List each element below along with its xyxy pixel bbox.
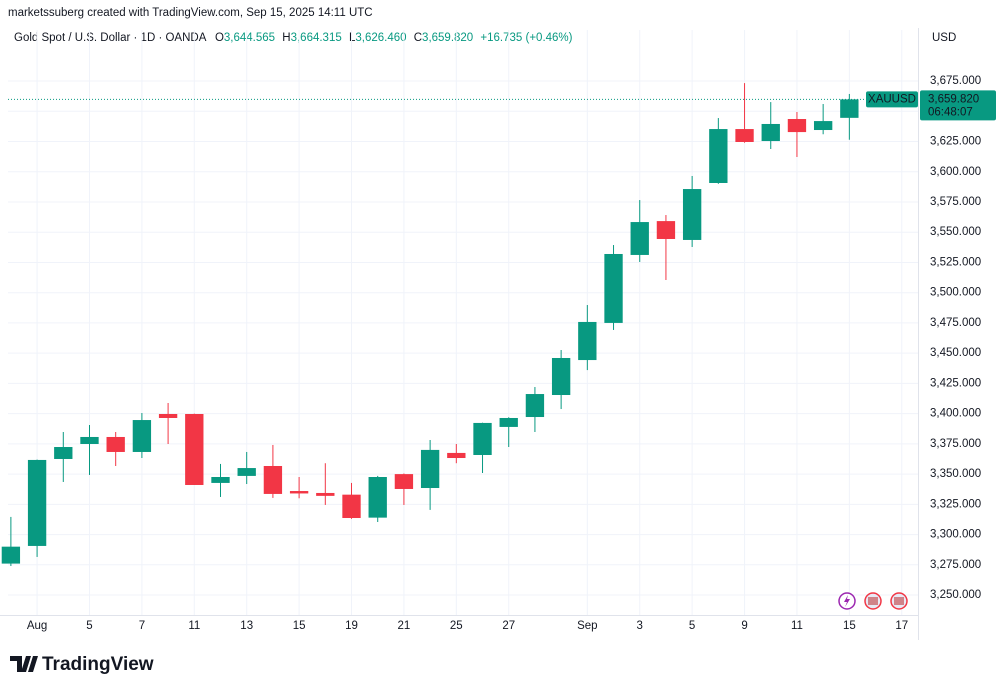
candle-body: [630, 222, 649, 255]
y-tick-label: 3,525.000: [930, 256, 981, 268]
event-icon-glyph: [894, 597, 904, 605]
candle-body: [237, 468, 256, 476]
candle-body: [368, 477, 387, 518]
x-tick-label: 15: [293, 620, 306, 632]
ohlc-label: L: [349, 32, 356, 44]
countdown: 06:48:07: [928, 106, 973, 118]
y-tick-label: 3,575.000: [930, 196, 981, 208]
candle-body: [787, 119, 807, 133]
candle-body: [185, 413, 204, 485]
candle-body: [578, 321, 597, 361]
ohlc-value: 3,659.820: [422, 32, 473, 44]
candle-body: [211, 477, 230, 483]
candle-body: [499, 417, 518, 427]
symbol-tag-label: XAUUSD: [868, 93, 916, 105]
candle-body: [289, 491, 309, 494]
y-tick-label: 3,375.000: [930, 438, 981, 450]
ohlc-label: C: [414, 32, 422, 44]
candle-body: [342, 494, 361, 519]
x-tick-label: 25: [450, 620, 463, 632]
plot-area: [1, 30, 918, 615]
candle-body: [813, 121, 833, 131]
x-tick-label: 27: [502, 620, 515, 632]
y-tick-label: 3,475.000: [930, 317, 981, 329]
candle-body: [761, 123, 780, 142]
candle-body: [735, 129, 754, 142]
x-tick-label: 17: [895, 620, 908, 632]
price-tag-label: 3,659.820: [928, 93, 979, 105]
candle-body: [447, 452, 466, 459]
x-tick-label: Sep: [577, 620, 597, 632]
candle-body: [80, 436, 99, 444]
y-tick-label: 3,500.000: [930, 287, 981, 299]
ohlc-label: H: [282, 32, 290, 44]
price-tag: [920, 90, 996, 121]
x-tick-label: 11: [188, 620, 200, 632]
candle-body: [682, 189, 702, 240]
x-tick-label: 19: [345, 620, 358, 632]
x-tick-label: Aug: [27, 620, 47, 632]
x-tick-label: 13: [240, 620, 253, 632]
x-tick-label: 21: [398, 620, 411, 632]
candle-body: [525, 394, 545, 418]
candle-body: [263, 465, 283, 494]
ohlc-label: O: [215, 32, 224, 44]
candle-body: [551, 357, 571, 396]
candle-body: [604, 253, 623, 323]
symbol-title: Gold Spot / U.S. Dollar · 1D · OANDA O3,…: [14, 32, 573, 44]
y-tick-label: 3,275.000: [930, 559, 981, 571]
ohlc-value: 3,626.460: [355, 32, 406, 44]
brand: TradingView: [42, 654, 154, 675]
y-tick-label: 3,250.000: [930, 589, 981, 601]
candle-body: [709, 129, 728, 183]
logo-icon: [10, 656, 38, 672]
candle-body: [840, 99, 859, 118]
change: +16.735 (+0.46%): [480, 32, 572, 44]
y-tick-label: 3,450.000: [930, 347, 981, 359]
candle-body: [132, 420, 152, 452]
currency: USD: [932, 32, 956, 44]
candle-body: [656, 221, 676, 239]
candle-body: [106, 436, 125, 452]
candle-body: [54, 447, 73, 459]
x-tick-label: 11: [791, 620, 803, 632]
y-tick-label: 3,600.000: [930, 166, 981, 178]
credit: marketssuberg created with TradingView.c…: [8, 7, 373, 19]
event-icon-glyph: [844, 595, 850, 607]
y-tick-label: 3,300.000: [930, 529, 981, 541]
y-tick-label: 3,550.000: [930, 226, 981, 238]
x-tick-label: 7: [139, 620, 145, 632]
logo: TradingView: [10, 654, 154, 675]
candle-body: [158, 413, 178, 418]
candle-body: [394, 474, 414, 489]
x-tick-label: 15: [843, 620, 856, 632]
ohlc-value: 3,644.565: [224, 32, 275, 44]
candle-body: [27, 459, 47, 546]
x-tick-label: 3: [637, 620, 643, 632]
y-tick-label: 3,350.000: [930, 468, 981, 480]
y-tick-label: 3,425.000: [930, 377, 981, 389]
y-tick-label: 3,625.000: [930, 136, 981, 148]
x-tick-label: 5: [689, 620, 695, 632]
y-tick-label: 3,400.000: [930, 408, 981, 420]
x-tick-label: 9: [741, 620, 747, 632]
symbol: Gold Spot / U.S. Dollar · 1D · OANDA: [14, 32, 207, 44]
y-tick-label: 3,325.000: [930, 498, 981, 510]
ohlc-value: 3,664.315: [291, 32, 342, 44]
y-tick-label: 3,675.000: [930, 75, 981, 87]
symbol-tag: [866, 91, 918, 108]
candle-body: [420, 449, 440, 489]
x-tick-label: 5: [86, 620, 92, 632]
event-icons: [838, 592, 908, 610]
candle-body: [473, 422, 492, 455]
event-icon-glyph: [868, 597, 878, 605]
candle-body: [316, 492, 335, 496]
candle-body: [1, 546, 21, 564]
